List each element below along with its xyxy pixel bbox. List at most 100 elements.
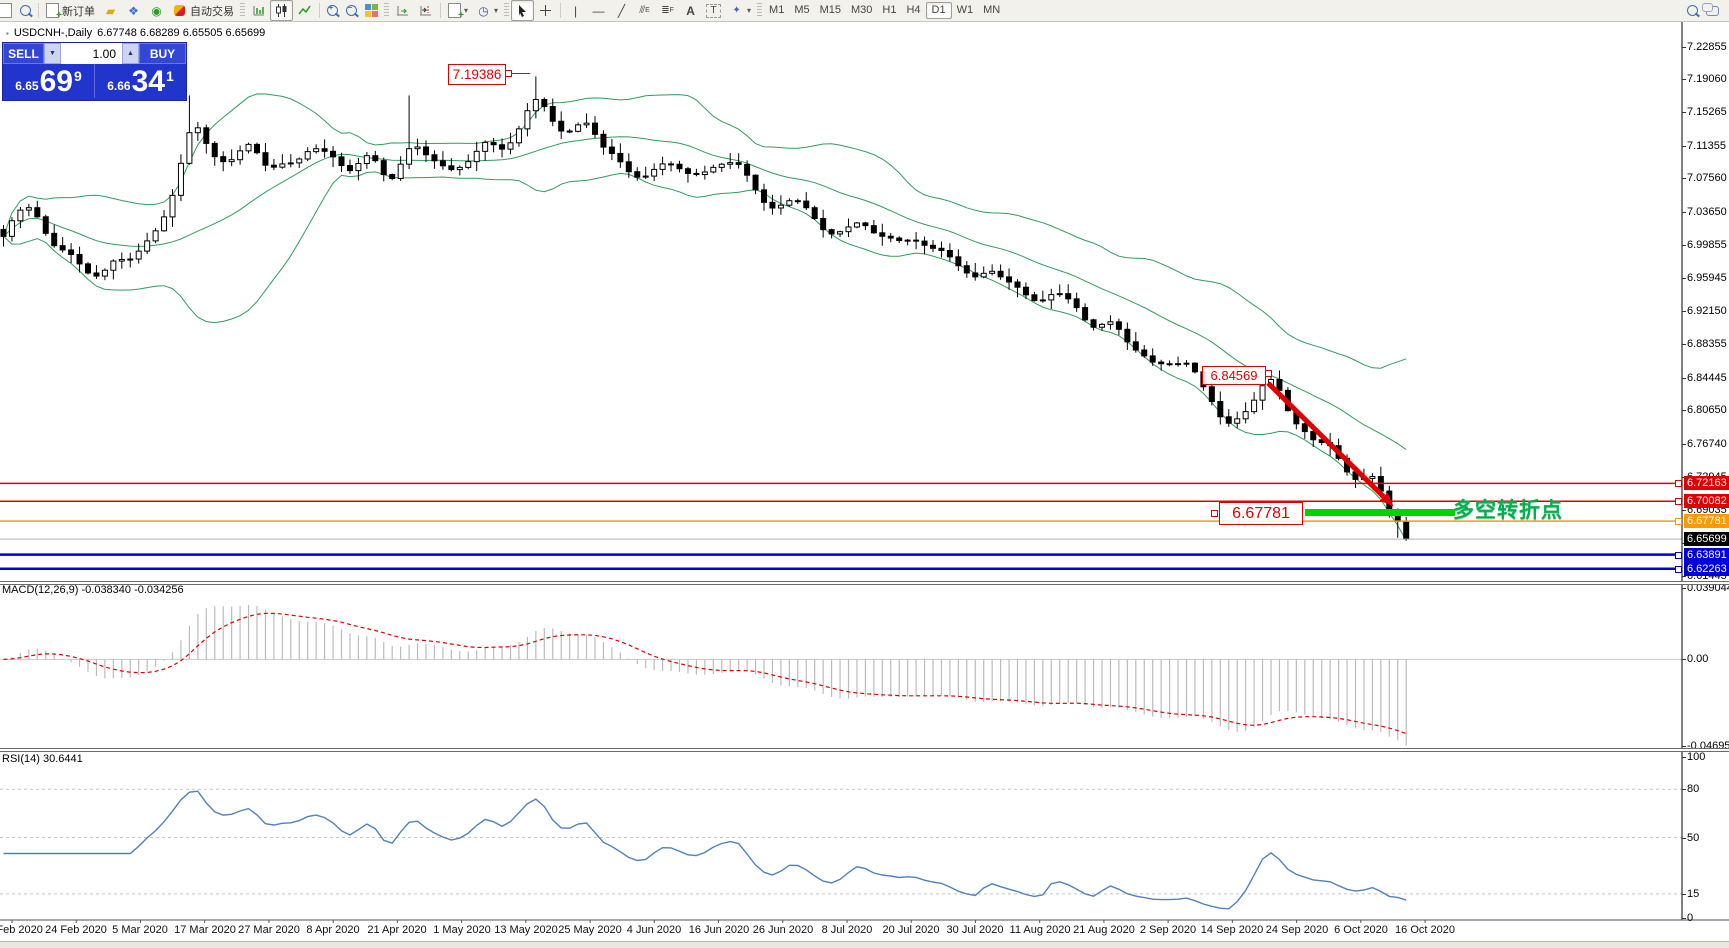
chart-window-icon[interactable] xyxy=(0,0,16,21)
label-icon: T xyxy=(706,3,722,18)
timeframe-m5[interactable]: M5 xyxy=(794,4,810,16)
shapes-icon: ✦ xyxy=(732,4,741,16)
dropdown-arrow-icon: ▾ xyxy=(494,6,499,15)
line-chart-button[interactable] xyxy=(293,0,316,21)
turning-point-note[interactable]: 多空转折点 xyxy=(1453,499,1563,522)
channel-tool[interactable]: ⫻ E xyxy=(633,0,656,21)
text-icon: A xyxy=(686,3,695,18)
search-button[interactable] xyxy=(1683,0,1702,21)
main-toolbar: + 新订单 ▰ ❖ ◉ 自动交易 + − + ▾ ◷ ▾ | — ╱ ⫻ E ≣ F A xyxy=(0,0,1729,22)
shapes-tool[interactable]: ✦ ▾ xyxy=(725,0,755,21)
hline-tool[interactable]: — xyxy=(587,0,610,21)
timeframe-h4[interactable]: H4 xyxy=(906,4,921,16)
timeframe-h1[interactable]: H1 xyxy=(882,4,897,16)
buy-price-sup: 1 xyxy=(165,68,174,84)
signal-icon: ◉ xyxy=(151,3,162,18)
timeframe-m30[interactable]: M30 xyxy=(851,4,873,16)
market-watch-button[interactable]: ▰ xyxy=(99,0,122,21)
trendline-icon: ╱ xyxy=(617,3,626,18)
profile-search-button[interactable] xyxy=(16,0,35,21)
bar-chart-icon xyxy=(253,6,264,16)
sell-price[interactable]: 6.65 69 9 xyxy=(3,64,94,98)
period-button[interactable]: ◷ ▾ xyxy=(472,0,502,21)
auto-scroll-button[interactable] xyxy=(391,0,414,21)
buy-price-small: 6.66 xyxy=(107,79,131,93)
new-order-icon: + xyxy=(46,3,62,21)
buy-price[interactable]: 6.66 34 1 xyxy=(95,64,186,98)
symbol-period-label: USDCNH-,Daily xyxy=(13,27,93,39)
support-zone-bar[interactable] xyxy=(1305,509,1455,516)
new-order-button[interactable]: + 新订单 xyxy=(42,0,99,21)
navigator-button[interactable]: ❖ xyxy=(122,0,145,21)
timeframe-group: M1 M5 M15 M30 H1 H4 D1 W1 MN xyxy=(764,2,1005,19)
zoom-out-button[interactable]: − xyxy=(342,0,361,21)
gold-bar-icon: ▰ xyxy=(105,3,116,18)
volume-input[interactable]: 1.00 xyxy=(61,43,122,64)
clock-icon: ◷ xyxy=(478,3,489,18)
auto-trading-button[interactable]: 自动交易 xyxy=(168,0,238,21)
auto-trading-icon xyxy=(172,3,187,18)
volume-increase-button[interactable]: ▲ xyxy=(122,43,139,64)
dropdown-arrow-icon: ▾ xyxy=(464,6,469,15)
cursor-icon xyxy=(519,5,527,17)
timeframe-mn[interactable]: MN xyxy=(983,4,1001,16)
line-chart-icon xyxy=(298,5,311,15)
status-strip xyxy=(0,941,1729,948)
horizontal-line-icon: — xyxy=(592,3,605,18)
crosshair-tool[interactable] xyxy=(534,0,557,21)
navigator-icon: ❖ xyxy=(128,3,139,18)
cursor-tool[interactable] xyxy=(511,0,535,21)
sell-price-sup: 9 xyxy=(73,68,82,84)
chart-window: ▪ USDCNH-,Daily 6.67748 6.68289 6.65505 … xyxy=(0,22,1729,941)
volume-decrease-button[interactable]: ▼ xyxy=(44,43,61,64)
crosshair-icon xyxy=(540,5,552,16)
label-connector-line xyxy=(510,73,530,74)
signal-button[interactable]: ◉ xyxy=(145,0,168,21)
bar-chart-button[interactable] xyxy=(247,0,270,21)
new-chart-button[interactable]: + ▾ xyxy=(444,0,472,21)
label-anchor-square xyxy=(505,70,512,77)
tile-windows-button[interactable] xyxy=(361,0,382,21)
tile-windows-icon xyxy=(365,4,378,17)
peak-price-label[interactable]: 7.19386 xyxy=(448,64,506,85)
timeframe-d1[interactable]: D1 xyxy=(925,2,952,19)
fibonacci-icon: ≣ F xyxy=(661,4,674,16)
candlestick-chart-button[interactable] xyxy=(270,0,293,21)
chart-context-icon: ▪ xyxy=(6,28,9,38)
chart-title: ▪ USDCNH-,Daily 6.67748 6.68289 6.65505 … xyxy=(6,27,265,39)
candlestick-icon xyxy=(276,4,287,17)
timeframe-m15[interactable]: M15 xyxy=(819,4,842,16)
chart-shift-button[interactable] xyxy=(414,0,437,21)
vline-tool[interactable]: | xyxy=(564,0,587,21)
search-icon xyxy=(1687,5,1698,16)
sell-button[interactable]: SELL xyxy=(3,43,44,64)
chat-icon xyxy=(1702,2,1719,16)
sell-price-small: 6.65 xyxy=(15,79,39,93)
label-tool[interactable]: T xyxy=(702,0,725,21)
chart-shift-icon xyxy=(420,6,431,16)
buy-price-big: 34 xyxy=(131,65,165,98)
auto-trading-label: 自动交易 xyxy=(190,5,234,18)
zoom-in-icon: + xyxy=(327,3,338,16)
vertical-line-icon: | xyxy=(573,3,578,18)
new-chart-icon: + xyxy=(448,3,464,21)
document-icon xyxy=(0,3,12,18)
zoom-out-icon: − xyxy=(346,3,357,16)
support-price-label[interactable]: 6.67781 xyxy=(1219,502,1303,525)
ohlc-values: 6.67748 6.68289 6.65505 6.65699 xyxy=(97,27,266,39)
trendline-tool[interactable]: ╱ xyxy=(610,0,633,21)
swing-price-label[interactable]: 6.84569 xyxy=(1202,366,1266,385)
text-tool[interactable]: A xyxy=(679,0,702,21)
channel-icon: ⫻ E xyxy=(639,4,650,16)
chat-button[interactable] xyxy=(1702,0,1723,21)
fibonacci-tool[interactable]: ≣ F xyxy=(656,0,679,21)
timeframe-w1[interactable]: W1 xyxy=(956,4,974,16)
timeframe-m1[interactable]: M1 xyxy=(769,4,785,16)
one-click-trading-panel: SELL ▼ 1.00 ▲ BUY 6.65 69 9 6.66 34 1 xyxy=(2,42,187,101)
buy-button[interactable]: BUY xyxy=(139,43,186,64)
zoom-in-button[interactable]: + xyxy=(323,0,342,21)
label-anchor-square xyxy=(1265,370,1272,377)
sell-price-big: 69 xyxy=(39,65,73,98)
